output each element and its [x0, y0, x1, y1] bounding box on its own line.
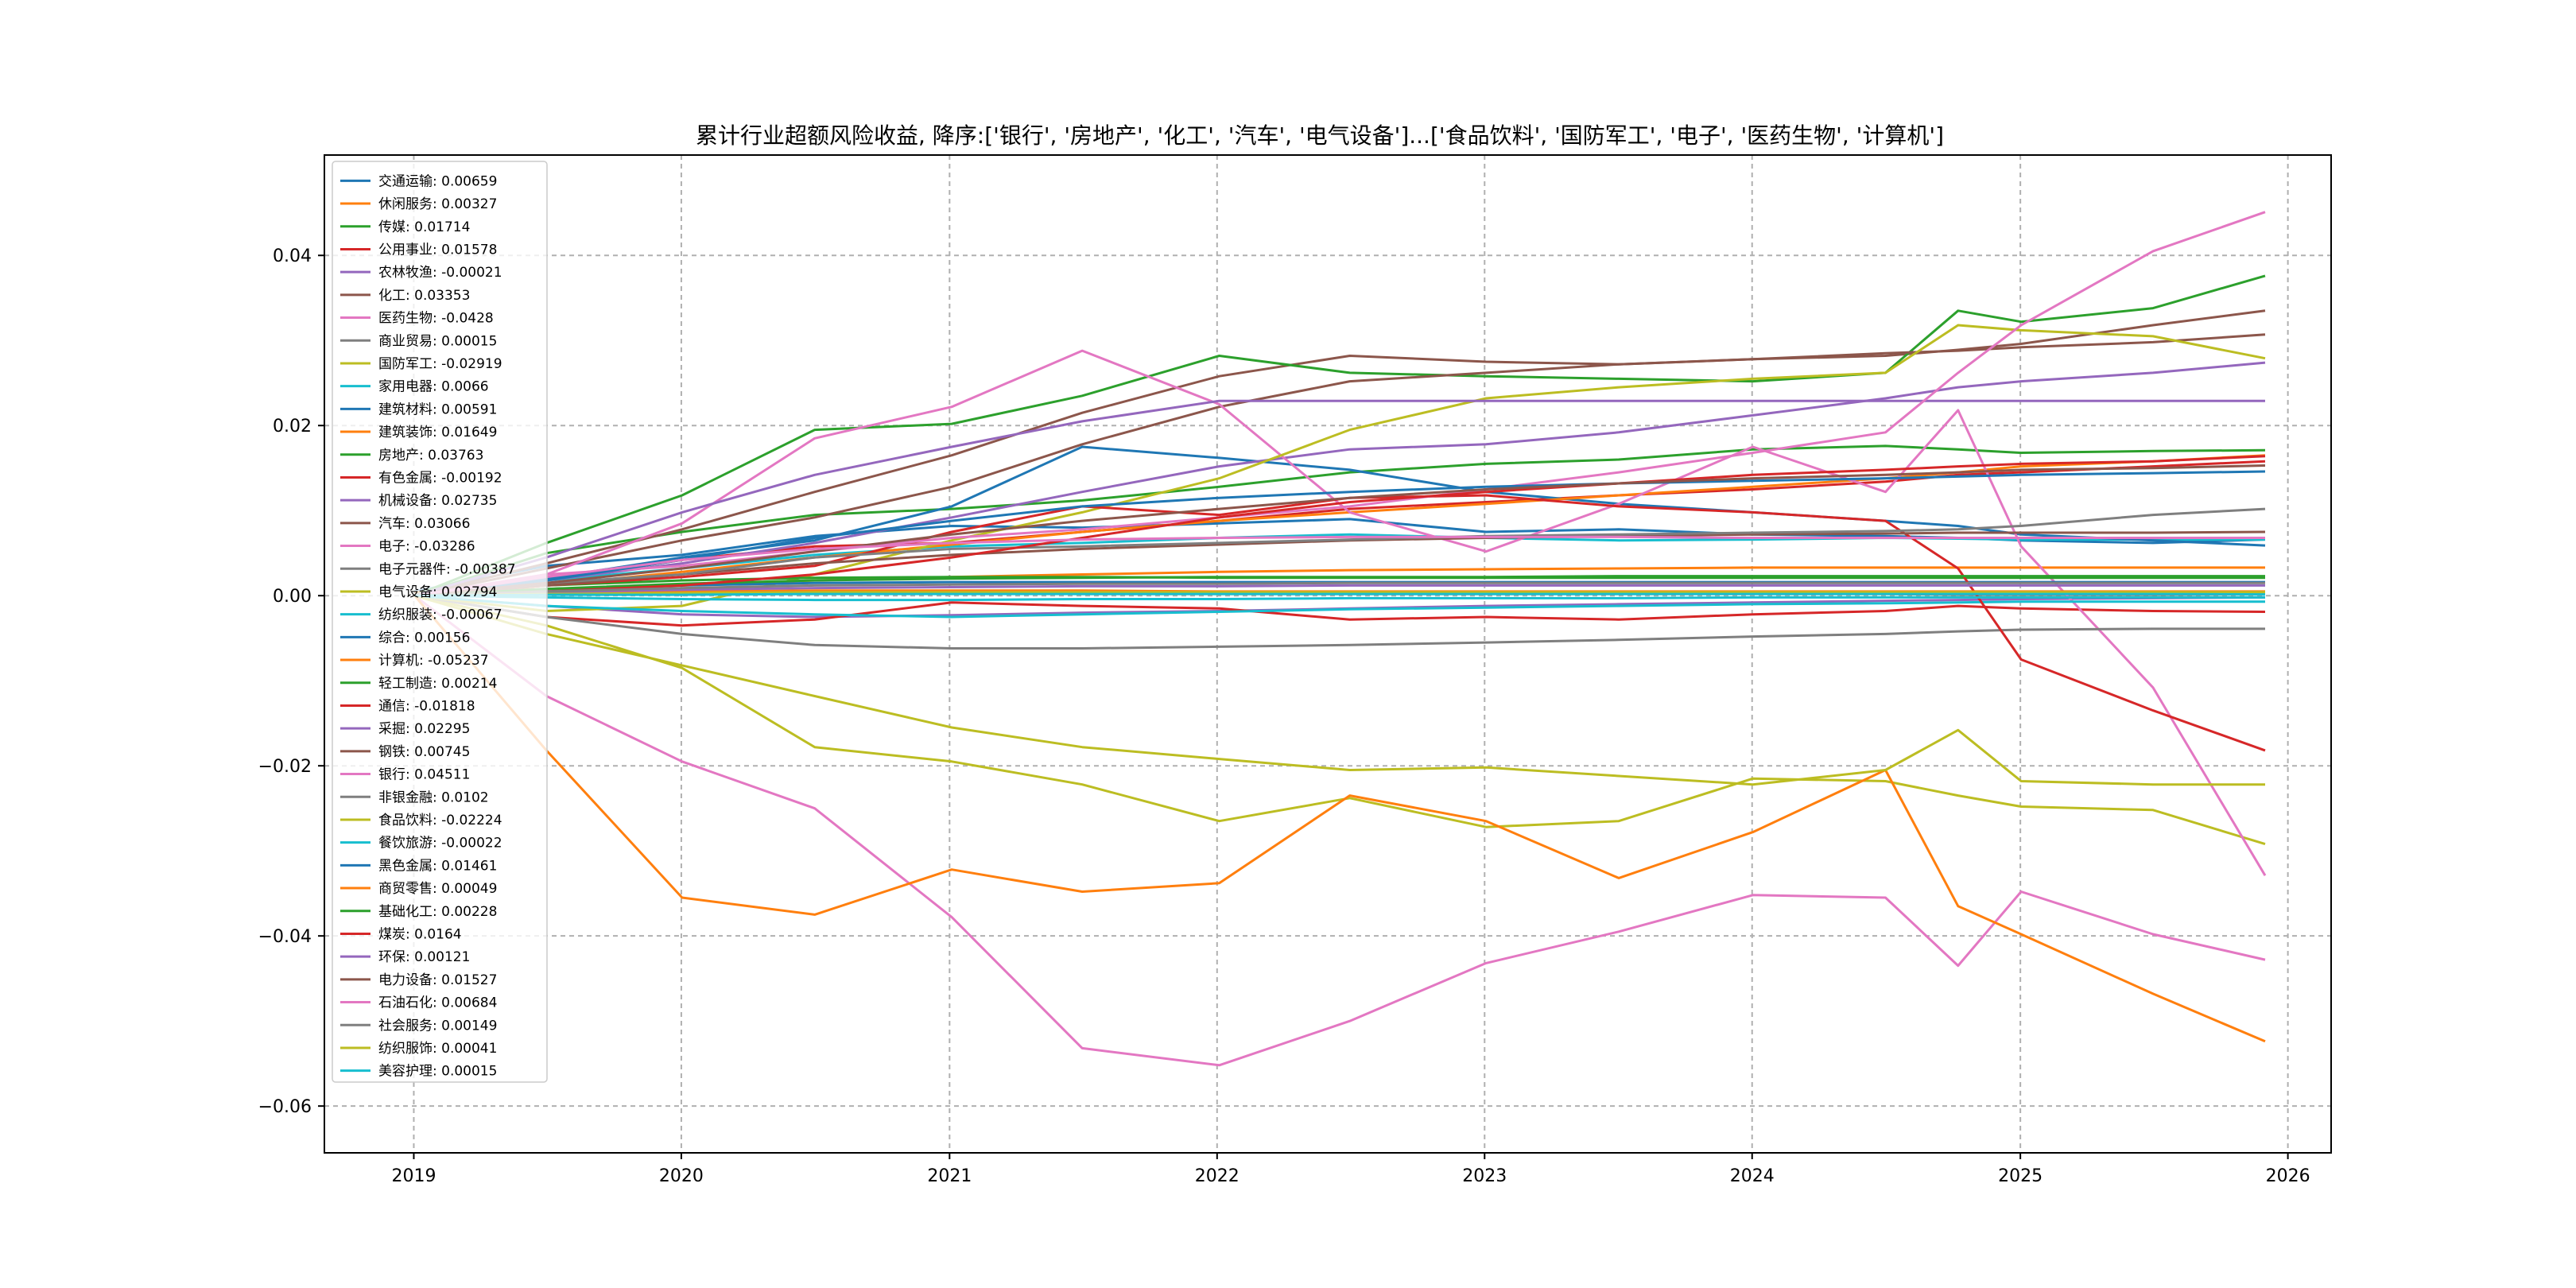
- legend-label: 机械设备: 0.02735: [378, 493, 497, 509]
- legend-label: 纺织服装: -0.00067: [378, 607, 502, 623]
- x-tick-label: 2026: [2266, 1166, 2310, 1186]
- y-tick-label: 0.04: [273, 246, 312, 266]
- chart-title: 累计行业超额风险收益, 降序:['银行', '房地产', '化工', '汽车',…: [696, 122, 1944, 149]
- y-tick-label: 0.00: [273, 587, 312, 607]
- x-tick-label: 2019: [391, 1166, 436, 1186]
- legend-label: 房地产: 0.03763: [378, 448, 483, 464]
- legend-label: 石油石化: 0.00684: [378, 995, 497, 1011]
- series-line-17: [414, 349, 2267, 876]
- series-line-37: [414, 535, 2265, 597]
- legend-label: 医药生物: -0.0428: [378, 311, 494, 327]
- legend-label: 通信: -0.01818: [378, 698, 475, 714]
- legend-label: 汽车: 0.03066: [378, 516, 470, 532]
- series-line-33: [414, 575, 2265, 597]
- legend-label: 公用事业: 0.01578: [378, 242, 497, 258]
- legend-label: 轻工制造: 0.00214: [378, 676, 497, 692]
- legend-label: 电气设备: 0.02794: [378, 584, 497, 600]
- legend-label: 美容护理: 0.00015: [378, 1064, 497, 1080]
- legend-label: 基础化工: 0.00228: [378, 904, 497, 920]
- legend-label: 建筑装饰: 0.01649: [378, 425, 497, 440]
- legend-label: 电子元器件: -0.00387: [378, 561, 516, 577]
- series-line-12: [414, 454, 2266, 597]
- legend-label: 国防军工: -0.02919: [378, 356, 502, 372]
- series-line-7: [413, 595, 2266, 1067]
- series-line-15: [414, 361, 2266, 597]
- series-line-13: [413, 274, 2266, 597]
- y-tick-label: −0.04: [258, 927, 312, 947]
- x-tick-label: 2025: [1998, 1166, 2043, 1186]
- legend-label: 休闲服务: 0.00327: [378, 196, 497, 212]
- series-line-31: [414, 470, 2266, 597]
- series-line-6: [414, 309, 2266, 597]
- legend-box: [332, 161, 548, 1083]
- legend-label: 银行: 0.04511: [378, 767, 470, 783]
- x-tick-label: 2024: [1730, 1166, 1775, 1186]
- legend-label: 农林牧渔: -0.00021: [378, 265, 502, 281]
- series-line-9: [414, 594, 2266, 846]
- series-line-39: [414, 591, 2265, 597]
- legend-label: 电力设备: 0.01527: [378, 972, 497, 988]
- legend-label: 煤炭: 0.0164: [378, 926, 462, 942]
- legend-label: 建筑材料: 0.00591: [378, 402, 497, 417]
- legend-label: 计算机: -0.05237: [378, 653, 489, 669]
- legend-label: 黑色金属: 0.01461: [378, 858, 497, 874]
- legend-label: 商贸零售: 0.00049: [378, 881, 497, 897]
- x-tick-label: 2021: [927, 1166, 972, 1186]
- series-line-34: [414, 455, 2266, 597]
- series-line-14: [414, 594, 2266, 627]
- legend-label: 化工: 0.03353: [378, 288, 470, 304]
- legend-label: 电子: -0.03286: [378, 539, 475, 555]
- legend-label: 钢铁: 0.00745: [378, 744, 470, 760]
- y-axis: −0.06 −0.04 −0.02 0.00 0.02 0.04: [258, 246, 324, 1117]
- legend-label: 综合: 0.00156: [378, 630, 470, 646]
- y-tick-label: −0.02: [258, 757, 312, 777]
- legend-label: 纺织服饰: 0.00041: [378, 1041, 497, 1057]
- series-line-25: [413, 399, 2265, 597]
- series-line-35: [414, 584, 2265, 597]
- series-line-18: [414, 594, 2265, 650]
- series-line-38: [414, 581, 2265, 597]
- grid: [324, 155, 2331, 1153]
- legend-label: 有色金属: -0.00192: [378, 470, 502, 486]
- legend-label: 传媒: 0.01714: [378, 219, 470, 235]
- series-lines: [413, 211, 2267, 1067]
- plot-frame: [324, 154, 2332, 1154]
- x-tick-label: 2022: [1195, 1166, 1240, 1186]
- legend-label: 非银金融: 0.0102: [378, 789, 489, 805]
- x-tick-label: 2023: [1462, 1166, 1507, 1186]
- legend-label: 采掘: 0.02295: [378, 721, 470, 737]
- legend-label: 环保: 0.00121: [378, 949, 470, 965]
- series-line-26: [414, 530, 2266, 597]
- legend-label: 商业贸易: 0.00015: [378, 333, 497, 349]
- legend-label: 食品饮料: -0.02224: [378, 813, 502, 828]
- series-line-30: [414, 594, 2265, 602]
- series-line-20: [414, 594, 2265, 619]
- series-line-22: [413, 595, 2266, 1043]
- y-tick-label: 0.02: [273, 417, 312, 436]
- legend-label: 家用电器: 0.0066: [378, 379, 489, 395]
- series-line-40: [414, 592, 2266, 597]
- x-axis: 2019 2020 2021 2022 2023 2024 2025 2026: [391, 1153, 2310, 1186]
- legend: 交通运输: 0.00659 休闲服务: 0.00327 传媒: 0.01714 公用事…: [332, 161, 548, 1083]
- series-line-3: [413, 444, 2266, 597]
- legend-label: 社会服务: 0.00149: [378, 1018, 497, 1034]
- series-line-36: [414, 464, 2266, 597]
- x-tick-label: 2020: [659, 1166, 704, 1186]
- series-line-5: [414, 594, 2266, 619]
- legend-label: 交通运输: 0.00659: [378, 173, 497, 189]
- series-line-29: [413, 594, 2265, 786]
- legend-label: 餐饮旅游: -0.00022: [378, 836, 502, 852]
- y-tick-label: −0.06: [258, 1097, 312, 1117]
